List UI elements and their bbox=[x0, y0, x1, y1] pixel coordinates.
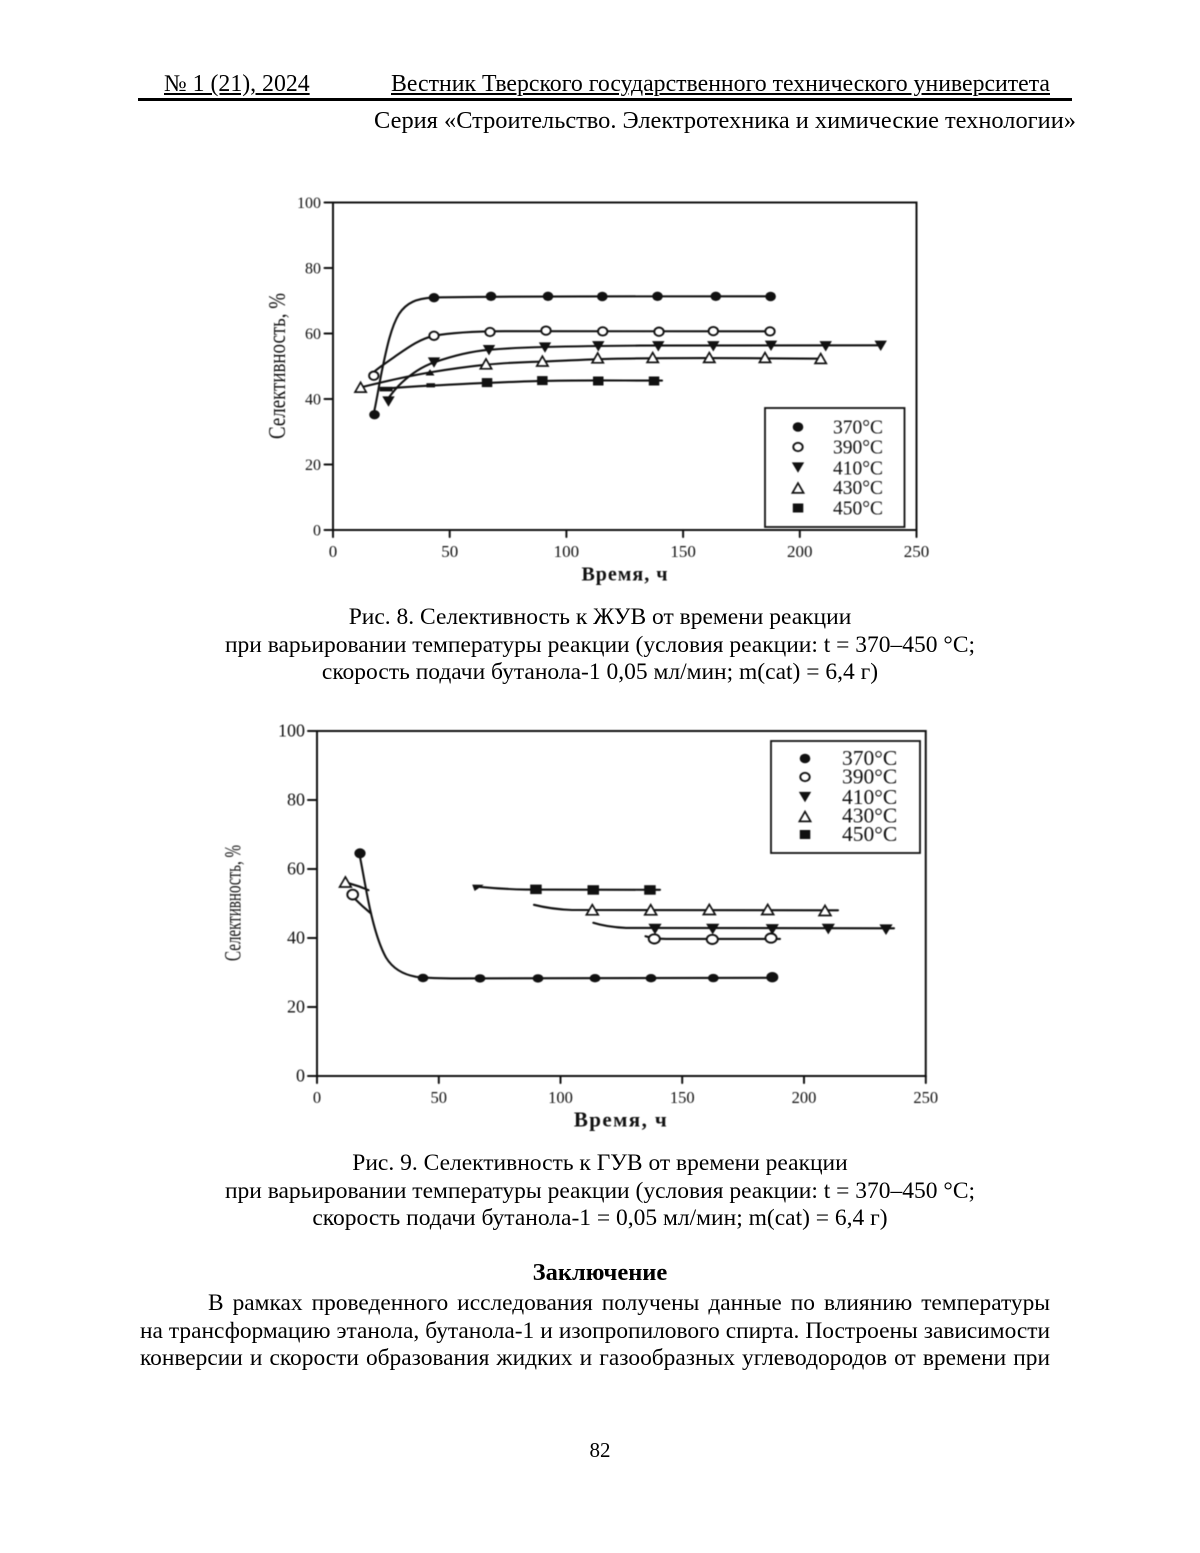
svg-text:450°C: 450°C bbox=[842, 822, 897, 846]
svg-text:50: 50 bbox=[431, 1088, 448, 1107]
svg-text:370°C: 370°C bbox=[842, 746, 897, 770]
svg-text:410°C: 410°C bbox=[842, 785, 897, 809]
svg-text:Время, ч: Время, ч bbox=[581, 564, 668, 586]
svg-text:370°C: 370°C bbox=[833, 418, 883, 439]
svg-text:250: 250 bbox=[904, 542, 930, 561]
svg-text:100: 100 bbox=[297, 195, 321, 212]
svg-text:430°C: 430°C bbox=[842, 804, 897, 828]
svg-text:80: 80 bbox=[305, 261, 321, 278]
svg-text:0: 0 bbox=[296, 1066, 305, 1086]
svg-text:40: 40 bbox=[287, 928, 305, 948]
svg-text:Селективность, %: Селективность, % bbox=[221, 845, 246, 961]
svg-text:100: 100 bbox=[278, 721, 305, 741]
svg-text:0: 0 bbox=[329, 542, 338, 561]
svg-text:Селективность, %: Селективность, % bbox=[264, 293, 291, 439]
svg-text:20: 20 bbox=[287, 997, 305, 1017]
svg-text:0: 0 bbox=[313, 523, 321, 540]
svg-text:80: 80 bbox=[287, 790, 305, 810]
svg-text:60: 60 bbox=[305, 326, 321, 343]
svg-text:50: 50 bbox=[441, 542, 458, 561]
svg-text:0: 0 bbox=[313, 1088, 321, 1107]
svg-text:100: 100 bbox=[554, 542, 580, 561]
svg-text:60: 60 bbox=[287, 859, 305, 879]
svg-text:430°C: 430°C bbox=[833, 478, 883, 499]
svg-text:250: 250 bbox=[913, 1088, 938, 1107]
svg-text:450°C: 450°C bbox=[833, 499, 883, 520]
svg-text:390°C: 390°C bbox=[833, 438, 883, 459]
svg-text:Время, ч: Время, ч bbox=[574, 1108, 668, 1132]
svg-text:410°C: 410°C bbox=[833, 459, 883, 480]
svg-text:150: 150 bbox=[670, 1088, 695, 1107]
svg-text:100: 100 bbox=[548, 1088, 573, 1107]
svg-text:200: 200 bbox=[792, 1088, 817, 1107]
svg-text:200: 200 bbox=[787, 542, 813, 561]
svg-text:20: 20 bbox=[305, 457, 321, 474]
svg-text:150: 150 bbox=[670, 542, 696, 561]
svg-text:40: 40 bbox=[305, 392, 321, 409]
svg-text:390°C: 390°C bbox=[842, 765, 897, 789]
